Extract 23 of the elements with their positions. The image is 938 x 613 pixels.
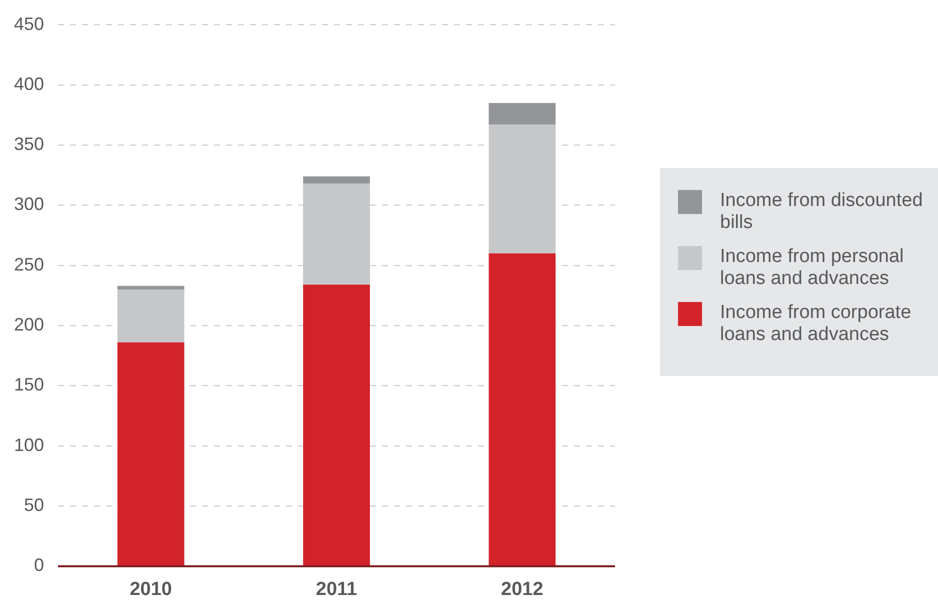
- y-tick-label: 0: [34, 555, 44, 576]
- legend-label: Income from discounted bills: [720, 190, 924, 234]
- bar: [488, 103, 556, 125]
- bar: [488, 253, 556, 566]
- y-tick-label: 300: [14, 194, 44, 214]
- legend-label: Income from personal loans and advances: [720, 246, 905, 290]
- x-tick-label: 2010: [130, 578, 172, 600]
- bar: [303, 176, 370, 184]
- y-tick-label: 200: [14, 314, 44, 335]
- x-tick-label: 2012: [501, 578, 544, 600]
- y-tick-label: 250: [14, 254, 44, 274]
- y-tick-label: 350: [14, 134, 44, 154]
- y-tick-label: 100: [14, 434, 44, 455]
- y-tick-label: 450: [14, 14, 44, 34]
- y-tick-label: 50: [24, 495, 44, 516]
- y-tick-label: 150: [14, 374, 44, 395]
- y-tick-label: 400: [14, 74, 44, 94]
- bar: [117, 286, 184, 290]
- bar: [117, 342, 184, 566]
- bar: [303, 284, 370, 566]
- x-tick-label: 2011: [316, 578, 358, 600]
- bar: [117, 289, 184, 342]
- legend-label: Income from corporate loans and advances: [720, 302, 912, 346]
